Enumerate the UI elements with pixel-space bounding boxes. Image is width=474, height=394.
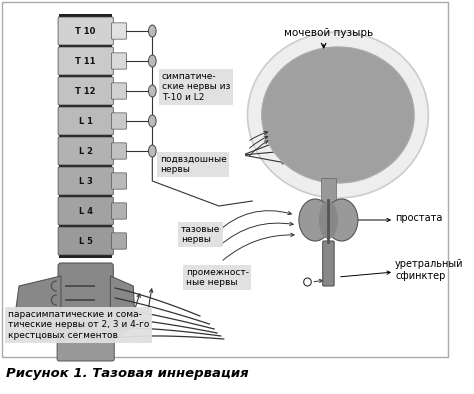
Text: L 2: L 2	[79, 147, 93, 156]
Ellipse shape	[319, 201, 338, 239]
FancyBboxPatch shape	[111, 173, 127, 189]
Bar	[59, 104, 112, 108]
Bar	[59, 254, 112, 258]
Bar	[59, 224, 112, 228]
Polygon shape	[14, 276, 61, 341]
FancyBboxPatch shape	[58, 17, 113, 45]
FancyBboxPatch shape	[57, 339, 114, 361]
Bar	[59, 74, 112, 78]
FancyBboxPatch shape	[58, 137, 113, 165]
FancyBboxPatch shape	[58, 47, 113, 75]
FancyBboxPatch shape	[58, 197, 113, 225]
Text: L 3: L 3	[79, 177, 92, 186]
Bar	[321, 178, 336, 205]
FancyBboxPatch shape	[58, 263, 113, 349]
Text: симпатиче-
ские нервы из
Т­10 и L2: симпатиче- ские нервы из Т­10 и L2	[162, 72, 230, 102]
Text: L 5: L 5	[79, 236, 93, 245]
Ellipse shape	[148, 25, 156, 37]
Polygon shape	[110, 276, 135, 341]
Text: подвздошные
нервы: подвздошные нервы	[160, 155, 227, 175]
FancyBboxPatch shape	[111, 233, 127, 249]
Text: Т 10: Т 10	[75, 26, 96, 35]
Ellipse shape	[148, 85, 156, 97]
FancyBboxPatch shape	[58, 167, 113, 195]
FancyBboxPatch shape	[323, 241, 334, 286]
Text: Т 12: Т 12	[75, 87, 96, 95]
Text: парасимпатические и сома-
тические нервы от 2, 3 и 4-го
крестцовых сегментов: парасимпатические и сома- тические нервы…	[8, 310, 149, 340]
Ellipse shape	[326, 199, 358, 241]
FancyBboxPatch shape	[111, 113, 127, 129]
Text: L 1: L 1	[79, 117, 93, 126]
Bar	[59, 14, 112, 18]
Text: промежност-
ные нервы: промежност- ные нервы	[186, 268, 249, 287]
Text: мочевой пузырь: мочевой пузырь	[284, 28, 373, 38]
Text: простата: простата	[395, 213, 442, 223]
FancyBboxPatch shape	[111, 83, 127, 99]
Ellipse shape	[148, 115, 156, 127]
Ellipse shape	[262, 47, 414, 183]
Ellipse shape	[304, 278, 311, 286]
Bar	[59, 44, 112, 48]
FancyBboxPatch shape	[58, 77, 113, 105]
Ellipse shape	[148, 55, 156, 67]
Text: Т 11: Т 11	[75, 56, 96, 65]
FancyBboxPatch shape	[111, 53, 127, 69]
Bar	[59, 164, 112, 168]
Ellipse shape	[299, 199, 331, 241]
FancyBboxPatch shape	[111, 203, 127, 219]
FancyBboxPatch shape	[58, 227, 113, 255]
Text: тазовые
нервы: тазовые нервы	[181, 225, 220, 244]
Bar	[59, 194, 112, 198]
Bar	[59, 134, 112, 138]
FancyBboxPatch shape	[111, 23, 127, 39]
Ellipse shape	[148, 145, 156, 157]
FancyBboxPatch shape	[58, 107, 113, 135]
FancyBboxPatch shape	[111, 143, 127, 159]
Text: уретральный
сфинктер: уретральный сфинктер	[395, 259, 464, 281]
Text: L 4: L 4	[79, 206, 93, 216]
Text: Рисунок 1. Тазовая иннервация: Рисунок 1. Тазовая иннервация	[6, 368, 248, 381]
Ellipse shape	[247, 32, 428, 198]
